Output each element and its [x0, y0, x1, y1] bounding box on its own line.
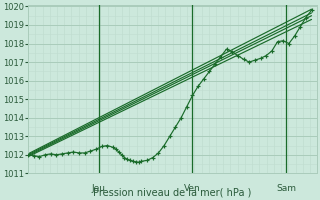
Text: Ven: Ven	[184, 184, 201, 193]
X-axis label: Pression niveau de la mer( hPa ): Pression niveau de la mer( hPa )	[93, 187, 252, 197]
Text: Sam: Sam	[276, 184, 296, 193]
Text: Jeu: Jeu	[92, 184, 106, 193]
